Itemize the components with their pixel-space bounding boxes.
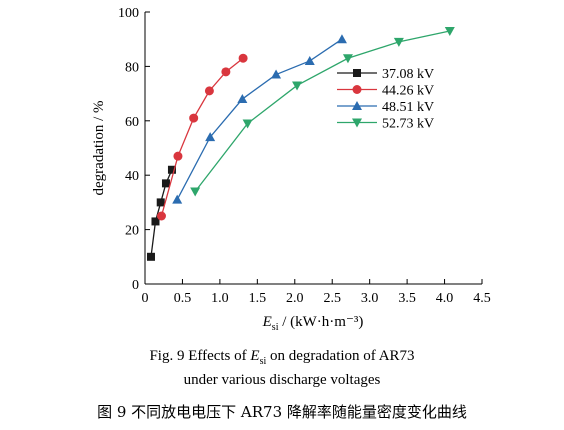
y-axis-label: degradation / %	[91, 101, 107, 196]
data-point	[156, 211, 166, 221]
x-tick-label: 2.5	[323, 291, 341, 306]
data-point	[304, 55, 315, 65]
data-point	[205, 132, 216, 142]
y-tick-label: 20	[125, 224, 139, 239]
data-point	[190, 187, 201, 197]
x-tick-label: 1.0	[211, 291, 229, 306]
legend-marker	[352, 85, 362, 94]
data-point	[221, 67, 231, 77]
data-point	[173, 151, 183, 161]
caption-prefix: Fig. 9 Effects of	[149, 348, 251, 364]
series-0	[146, 165, 176, 261]
data-point	[237, 94, 248, 104]
x-tick-label: 4.0	[436, 291, 454, 306]
degradation-chart: 0 0.5 1.0 1.5 2.0 2.5 3.0 3.5 4.0 4.5 0 20 40 60 80 100…	[91, 6, 491, 333]
data-point	[336, 34, 347, 44]
data-point	[342, 54, 353, 64]
caption-suffix: on degradation of AR73	[266, 348, 415, 364]
chart-axes: 0 0.5 1.0 1.5 2.0 2.5 3.0 3.5 4.0 4.5 0 20 40 60 80 100	[118, 6, 491, 306]
x-label-variable: E	[262, 314, 272, 330]
data-point	[189, 113, 199, 123]
series-1	[156, 53, 248, 221]
legend-marker	[353, 69, 361, 77]
data-point	[167, 165, 176, 174]
x-tick-label: 3.5	[398, 291, 416, 306]
x-axis-label: Esi / (kW·h·m⁻³)	[262, 314, 364, 333]
data-point	[151, 217, 160, 226]
series-line	[176, 38, 343, 200]
data-point	[161, 179, 170, 188]
series-layer	[146, 27, 455, 261]
legend-label: 37.08 kV	[382, 67, 434, 82]
caption-subscript: si	[259, 356, 267, 367]
data-point	[238, 53, 248, 63]
data-point	[444, 27, 455, 37]
legend-label: 52.73 kV	[382, 117, 434, 132]
y-tick-label: 0	[132, 278, 139, 293]
y-tick-label: 100	[118, 6, 139, 21]
x-tick-label: 0.5	[174, 291, 192, 306]
data-point	[204, 86, 214, 96]
y-tick-label: 60	[125, 115, 139, 130]
series-line	[194, 30, 450, 192]
x-tick-label: 1.5	[249, 291, 267, 306]
caption-english-line2: under various discharge voltages	[183, 372, 381, 388]
data-point	[292, 81, 303, 91]
series-line	[160, 57, 244, 217]
legend-marker	[352, 118, 362, 128]
caption-chinese: 图 9 不同放电电压下 AR73 降解率随能量密度变化曲线	[97, 403, 467, 421]
x-label-unit: / (kW·h·m⁻³)	[278, 314, 363, 330]
data-point	[393, 37, 404, 47]
x-tick-label: 3.0	[361, 291, 379, 306]
data-point	[271, 69, 282, 79]
data-point	[242, 119, 253, 129]
data-point	[156, 198, 165, 207]
caption-variable: E	[250, 348, 260, 364]
series-2	[172, 34, 347, 204]
legend-marker	[352, 101, 362, 110]
legend-label: 48.51 kV	[382, 100, 434, 115]
y-tick-label: 40	[125, 169, 139, 184]
series-3	[190, 27, 455, 197]
data-point	[146, 252, 155, 261]
x-tick-label: 4.5	[473, 291, 491, 306]
y-tick-label: 80	[125, 60, 139, 75]
legend-label: 44.26 kV	[382, 84, 434, 99]
data-point	[172, 194, 183, 204]
caption-english-line1: Fig. 9 Effects of Esi on degradation of …	[0, 348, 564, 367]
x-label-subscript: si	[272, 322, 279, 333]
x-tick-label: 0	[142, 291, 149, 306]
x-tick-label: 2.0	[286, 291, 304, 306]
